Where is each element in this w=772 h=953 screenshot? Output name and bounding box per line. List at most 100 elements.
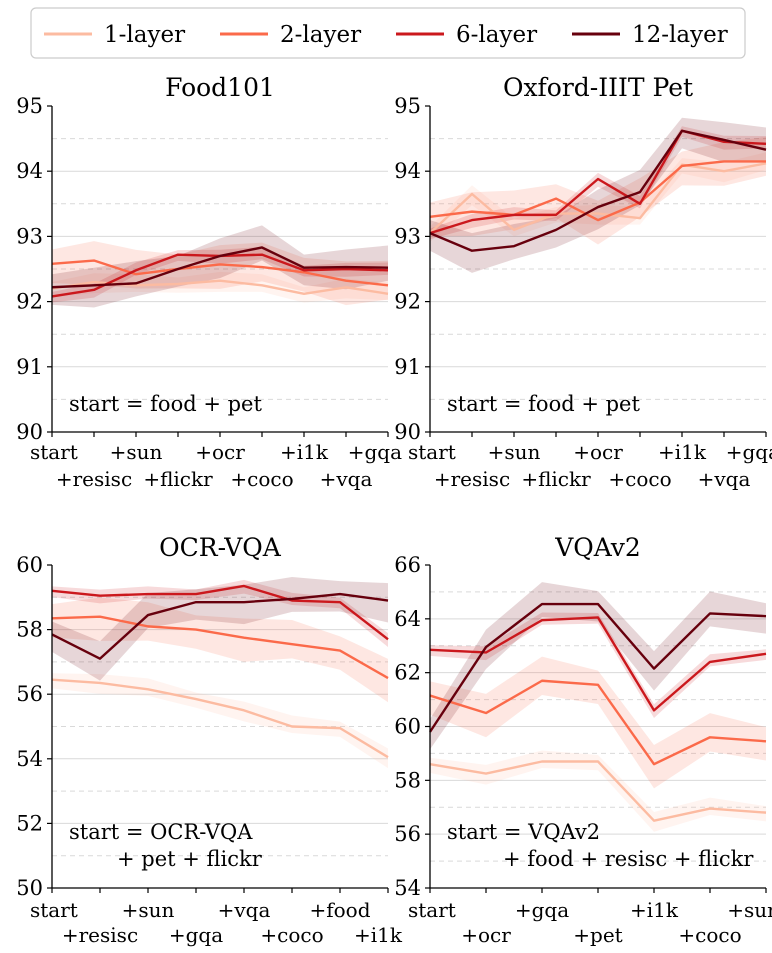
y-tick-label: 66	[394, 553, 421, 577]
chart-panel-1: 90 91 92 93 94 95 start +resisc +sun +flickr +ocr +…	[16, 73, 402, 491]
series-line-3	[51, 584, 389, 641]
x-tick-label: +i1k	[354, 923, 403, 947]
series-line-1	[429, 162, 767, 235]
x-tick-label: +coco	[230, 467, 293, 491]
y-tick-label: 94	[394, 159, 421, 183]
chart-title: Food101	[165, 73, 275, 102]
series-band	[430, 750, 766, 832]
chart-panel-2: 90 91 92 93 94 95 start +resisc +sun +flickr +ocr +…	[394, 73, 772, 491]
y-tick-label: 91	[16, 355, 43, 379]
series-line-3	[429, 616, 767, 712]
x-tick-label: +vqa	[320, 467, 373, 491]
y-tick-label: 58	[16, 618, 43, 642]
x-tick-label: +gqa	[348, 440, 402, 464]
x-tick-label: +ocr	[461, 923, 511, 947]
chart-panel-4: 54 56 58 60 62 64 66 start+ocr+gqa+pet +i1k+coco…	[394, 533, 772, 947]
x-tick-label: +flickr	[143, 467, 213, 491]
x-tick-label: +sun	[122, 898, 175, 922]
x-tick-label: +vqa	[218, 898, 271, 922]
x-tick-label: +i1k	[630, 898, 679, 922]
y-tick-label: 93	[394, 224, 421, 248]
legend-label: 1-layer	[104, 22, 185, 48]
series-band	[430, 117, 766, 273]
x-tick-label: +sun	[488, 440, 541, 464]
series-line-4	[428, 602, 767, 733]
x-tick-label: +ocr	[573, 440, 623, 464]
annotation-text: start = VQAv2	[447, 820, 600, 844]
chart-title: VQAv2	[554, 533, 641, 562]
y-tick-label: 95	[394, 94, 421, 118]
y-tick-label: 62	[394, 661, 421, 685]
x-tick-label: +resisc	[56, 467, 132, 491]
series-band	[52, 225, 388, 308]
x-tick-label: +gqa	[515, 898, 569, 922]
y-tick-label: 91	[394, 355, 421, 379]
x-tick-label: start	[408, 898, 456, 922]
series-line-2	[51, 259, 389, 287]
series-band	[52, 241, 388, 306]
x-tick-label: +flickr	[521, 467, 591, 491]
series-band	[52, 576, 388, 681]
legend-label: 12-layer	[632, 22, 728, 48]
y-tick-label: 95	[16, 94, 43, 118]
series-line-1	[51, 678, 389, 759]
series-line-4	[51, 246, 389, 289]
legend: 1-layer 2-layer 6-layer 12-layer	[30, 7, 746, 59]
x-tick-label: +i1k	[658, 440, 707, 464]
y-tick-label: 90	[16, 420, 43, 444]
x-tick-label: +i1k	[280, 440, 329, 464]
series-band	[430, 126, 766, 240]
y-tick-label: 56	[16, 682, 43, 706]
series-band	[430, 656, 766, 789]
x-tick-label: +pet	[573, 923, 622, 947]
series-band	[430, 612, 766, 719]
annotation-text: start = OCR-VQA	[69, 820, 253, 844]
y-tick-label: 50	[16, 876, 43, 900]
x-tick-label: +coco	[678, 923, 741, 947]
series-band	[430, 582, 766, 750]
series-line-2	[429, 160, 766, 222]
series-line-4	[51, 592, 389, 660]
x-tick-label: +resisc	[434, 467, 510, 491]
legend-label: 2-layer	[280, 22, 361, 48]
y-tick-label: 94	[16, 159, 43, 183]
series-band	[430, 152, 766, 242]
x-tick-label: +sun	[110, 440, 163, 464]
chart-title: OCR-VQA	[159, 533, 282, 562]
y-tick-label: 52	[16, 811, 43, 835]
y-tick-label: 90	[394, 420, 421, 444]
legend-label: 6-layer	[456, 22, 537, 48]
y-tick-label: 92	[16, 290, 43, 314]
annotation-text: start = food + pet	[447, 392, 640, 416]
y-tick-label: 64	[394, 607, 421, 631]
y-tick-label: 56	[394, 822, 421, 846]
y-tick-label: 54	[16, 747, 43, 771]
x-tick-label: +ocr	[195, 440, 245, 464]
chart-title: Oxford-IIIT Pet	[503, 73, 693, 102]
series-line-1	[429, 760, 767, 822]
y-tick-label: 58	[394, 768, 421, 792]
x-tick-label: +coco	[260, 923, 323, 947]
series-line-4	[429, 129, 767, 252]
x-tick-label: +vqa	[698, 467, 751, 491]
annotation-text: start = food + pet	[69, 392, 262, 416]
x-tick-label: start	[30, 440, 78, 464]
series-line-2	[51, 615, 389, 680]
x-tick-label: start	[30, 898, 78, 922]
legend-frame	[30, 7, 746, 59]
x-tick-label: +gqa	[169, 923, 223, 947]
x-tick-label: start	[408, 440, 456, 464]
y-tick-label: 60	[16, 553, 43, 577]
chart-panels: 909192939495start+resisc+sun+flickr+ocr+…	[16, 73, 772, 947]
series-line-3	[429, 129, 767, 235]
x-tick-label: +sun	[727, 898, 772, 922]
chart-panel-3: 50 52 54 56 58 60 start+resisc+sun+gqa+vqa+coc…	[16, 533, 403, 947]
x-tick-label: +resisc	[62, 923, 138, 947]
y-tick-label: 92	[394, 290, 421, 314]
series-line-2	[429, 679, 767, 766]
y-tick-label: 60	[394, 715, 421, 739]
y-tick-label: 54	[394, 876, 421, 900]
y-tick-label: 93	[16, 224, 43, 248]
x-tick-label: +food	[309, 898, 370, 922]
x-tick-label: +gqa	[726, 440, 772, 464]
